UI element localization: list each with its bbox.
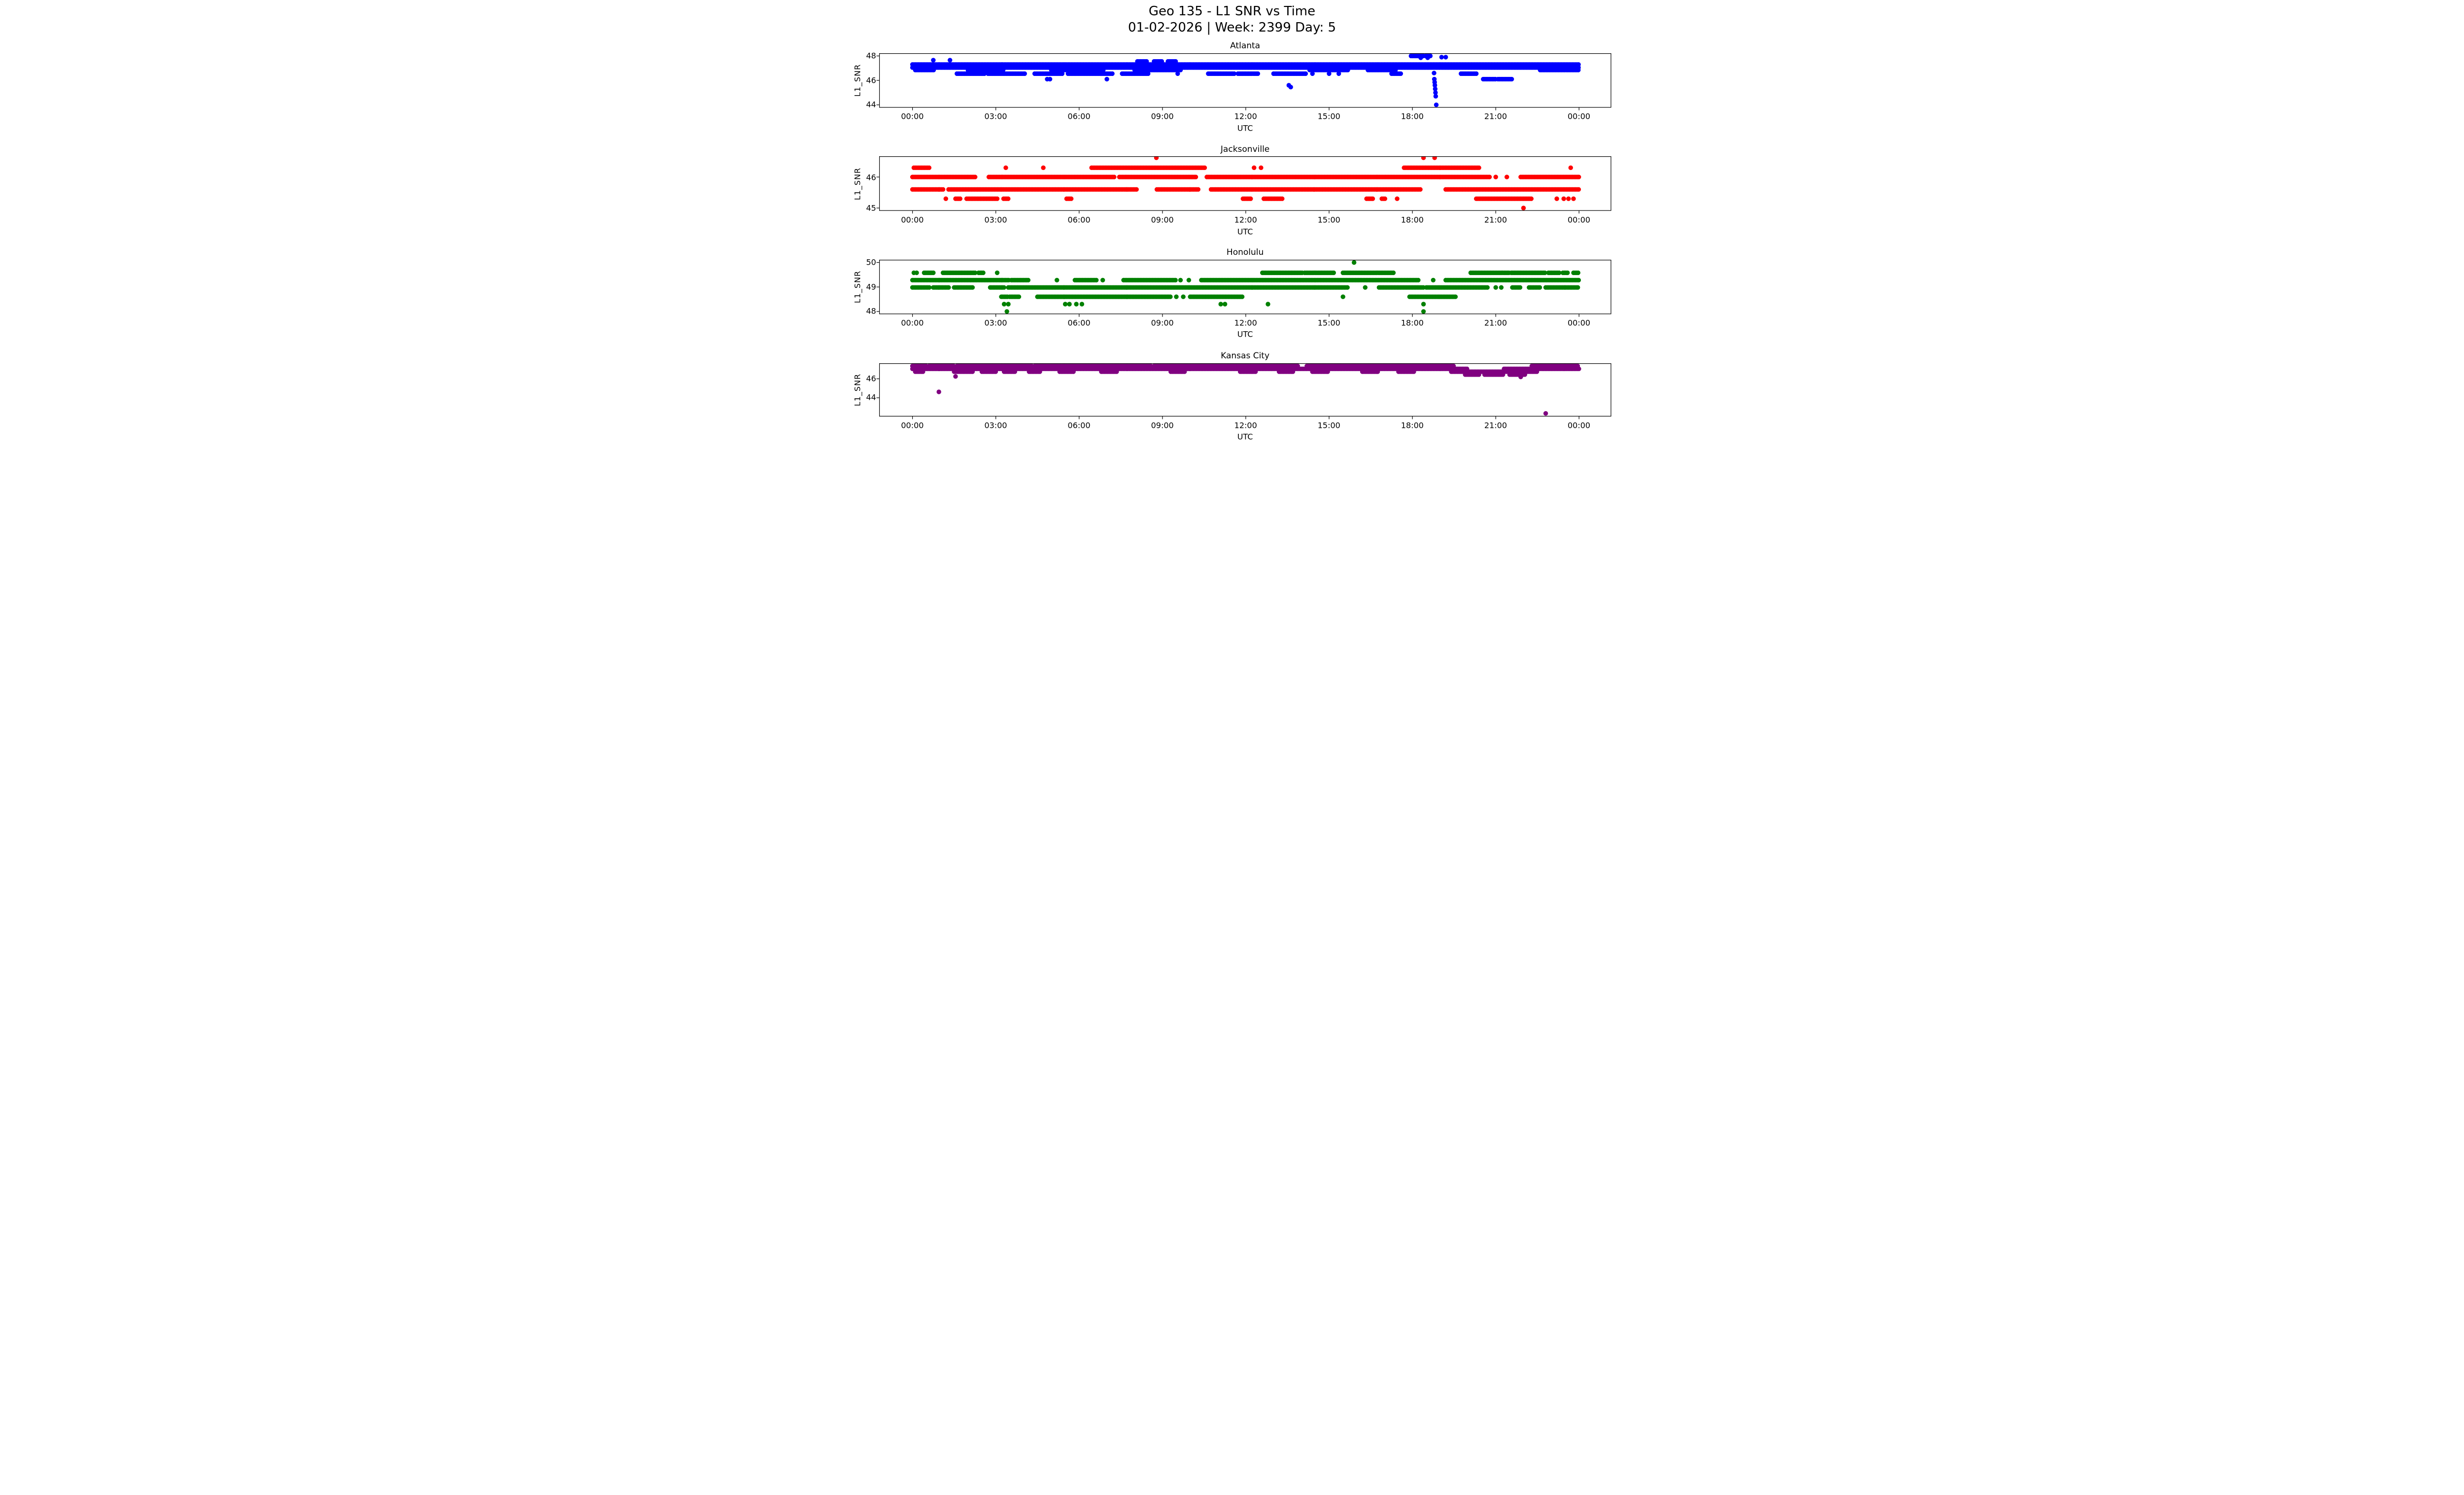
y-tick-label: 45 — [866, 203, 876, 213]
x-tick-label: 21:00 — [1484, 318, 1507, 328]
x-tick-label: 06:00 — [1067, 215, 1091, 225]
figure: Geo 135 - L1 SNR vs Time 01-02-2026 | We… — [846, 0, 1618, 449]
scatter-points — [910, 53, 1581, 107]
x-tick-label: 21:00 — [1484, 420, 1507, 430]
subplot-title-kansas-city: Kansas City — [1221, 350, 1270, 361]
y-tick-label: 48 — [866, 51, 876, 61]
jacksonville-scatter-plot — [876, 156, 1611, 214]
x-tick-label: 03:00 — [984, 111, 1007, 121]
axis-ticks — [876, 262, 1579, 317]
figure-title-line2: 01-02-2026 | Week: 2399 Day: 5 — [1128, 20, 1336, 35]
x-tick-label: 03:00 — [984, 420, 1007, 430]
x-tick-label: 09:00 — [1151, 215, 1174, 225]
x-axis-label-jacksonville: UTC — [1237, 227, 1253, 236]
y-tick-label: 48 — [866, 306, 876, 316]
x-tick-label: 18:00 — [1401, 111, 1424, 121]
x-tick-label: 00:00 — [1567, 215, 1591, 225]
x-tick-label: 15:00 — [1317, 420, 1340, 430]
axis-ticks — [876, 176, 1579, 214]
subplot-title-honolulu: Honolulu — [1226, 247, 1264, 257]
honolulu-scatter-plot — [876, 259, 1611, 317]
axes-spines — [879, 363, 1611, 417]
x-tick-label: 00:00 — [901, 215, 924, 225]
x-tick-label: 03:00 — [984, 215, 1007, 225]
y-tick-label: 44 — [866, 392, 876, 402]
axis-ticks — [876, 55, 1579, 110]
x-tick-label: 06:00 — [1067, 318, 1091, 328]
figure-title-line1: Geo 135 - L1 SNR vs Time — [1148, 4, 1316, 19]
subplot-title-atlanta: Atlanta — [1230, 41, 1261, 51]
x-tick-label: 18:00 — [1401, 420, 1424, 430]
x-tick-label: 12:00 — [1234, 318, 1257, 328]
x-tick-label: 12:00 — [1234, 215, 1257, 225]
scatter-points — [910, 156, 1581, 211]
x-tick-label: 18:00 — [1401, 318, 1424, 328]
y-tick-label: 44 — [866, 100, 876, 109]
axes-spines — [879, 156, 1611, 211]
x-tick-label: 15:00 — [1317, 215, 1340, 225]
x-tick-label: 15:00 — [1317, 318, 1340, 328]
kansas-city-scatter-plot — [876, 363, 1611, 419]
x-tick-label: 00:00 — [1567, 420, 1591, 430]
x-tick-label: 00:00 — [1567, 318, 1591, 328]
axes-spines — [879, 259, 1611, 314]
x-tick-label: 06:00 — [1067, 111, 1091, 121]
x-tick-label: 15:00 — [1317, 111, 1340, 121]
atlanta-scatter-plot — [876, 53, 1611, 110]
x-tick-label: 21:00 — [1484, 111, 1507, 121]
x-tick-label: 09:00 — [1151, 111, 1174, 121]
x-tick-label: 12:00 — [1234, 420, 1257, 430]
y-tick-label: 46 — [866, 374, 876, 383]
x-tick-label: 00:00 — [901, 318, 924, 328]
x-tick-label: 00:00 — [901, 420, 924, 430]
x-tick-label: 09:00 — [1151, 318, 1174, 328]
subplot-title-jacksonville: Jacksonville — [1220, 144, 1270, 154]
scatter-points — [910, 260, 1581, 314]
scatter-points — [910, 363, 1581, 416]
x-tick-label: 09:00 — [1151, 420, 1174, 430]
x-tick-label: 21:00 — [1484, 215, 1507, 225]
y-tick-label: 49 — [866, 282, 876, 292]
x-axis-label-honolulu: UTC — [1237, 329, 1253, 339]
y-tick-label: 46 — [866, 75, 876, 85]
x-tick-label: 18:00 — [1401, 215, 1424, 225]
x-tick-label: 12:00 — [1234, 111, 1257, 121]
x-tick-label: 03:00 — [984, 318, 1007, 328]
axes-spines — [879, 53, 1611, 108]
x-tick-label: 06:00 — [1067, 420, 1091, 430]
x-axis-label-atlanta: UTC — [1237, 123, 1253, 133]
x-tick-label: 00:00 — [1567, 111, 1591, 121]
x-axis-label-kansas-city: UTC — [1237, 432, 1253, 442]
y-tick-label: 46 — [866, 173, 876, 182]
y-tick-label: 50 — [866, 257, 876, 267]
axis-ticks — [876, 378, 1579, 419]
x-tick-label: 00:00 — [901, 111, 924, 121]
